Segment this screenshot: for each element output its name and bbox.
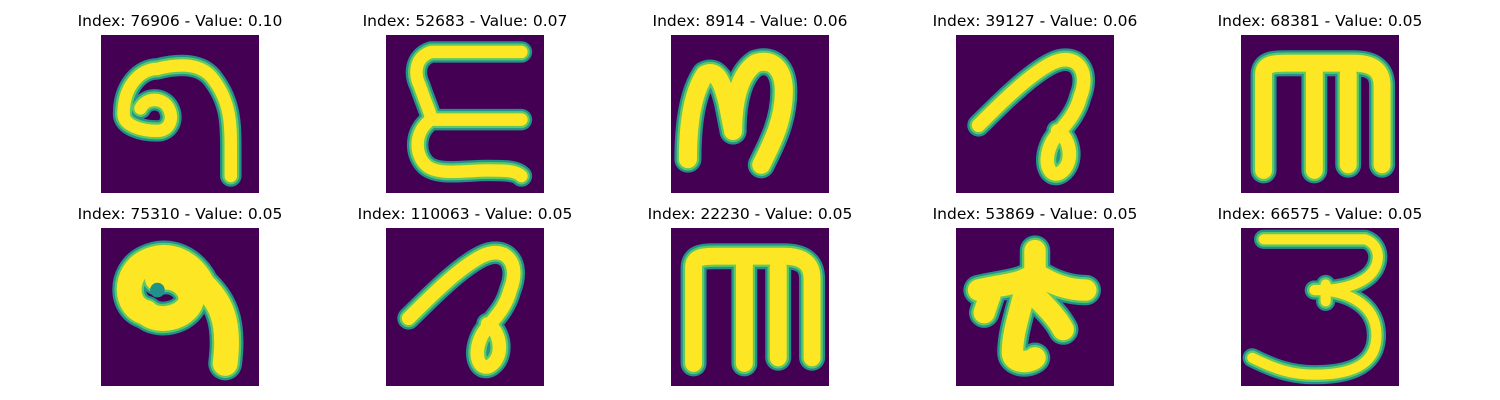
glyph-image (101, 35, 259, 193)
panel-8: Index: 22230 - Value: 0.05 (630, 204, 870, 386)
glyph-stroke (1024, 262, 1097, 301)
glyph-stroke (116, 245, 239, 376)
panel-9: Index: 53869 - Value: 0.05 (915, 204, 1155, 386)
panel-title: Index: 22230 - Value: 0.05 (647, 205, 853, 223)
glyph-image (101, 228, 259, 386)
panel-6: Index: 75310 - Value: 0.05 (60, 204, 300, 386)
glyph-stroke (117, 59, 237, 183)
glyph-image (671, 228, 829, 386)
glyph-stroke (973, 284, 1001, 324)
glyph-image (671, 35, 829, 193)
glyph-image (386, 228, 544, 386)
glyph-stroke (1001, 284, 1046, 373)
glyph-image (956, 228, 1114, 386)
panel-title: Index: 39127 - Value: 0.06 (932, 12, 1138, 30)
glyph-image (386, 35, 544, 193)
panel-title: Index: 68381 - Value: 0.05 (1217, 12, 1423, 30)
panel-title: Index: 110063 - Value: 0.05 (357, 205, 573, 223)
glyph-stroke (401, 245, 521, 374)
glyph-image (1241, 228, 1399, 386)
panel-2: Index: 52683 - Value: 0.07 (345, 11, 585, 193)
glyph-stroke (411, 113, 528, 183)
panel-title: Index: 75310 - Value: 0.05 (77, 205, 283, 223)
panel-5: Index: 68381 - Value: 0.05 (1200, 11, 1440, 193)
glyph-stroke (971, 52, 1091, 181)
panel-title: Index: 76906 - Value: 0.10 (77, 12, 283, 30)
glyph-spot (150, 282, 165, 298)
panel-1: Index: 76906 - Value: 0.10 (60, 11, 300, 193)
panel-title: Index: 8914 - Value: 0.06 (652, 12, 848, 30)
panel-7: Index: 110063 - Value: 0.05 (345, 204, 585, 386)
glyph-stroke (724, 52, 793, 174)
panel-title: Index: 53869 - Value: 0.05 (932, 205, 1138, 223)
glyph-stroke (1247, 284, 1382, 380)
glyph-stroke (410, 45, 528, 126)
panel-title: Index: 66575 - Value: 0.05 (1217, 205, 1423, 223)
glyph-stroke (117, 93, 178, 138)
panel-3: Index: 8914 - Value: 0.06 (630, 11, 870, 193)
glyph-stroke (1024, 284, 1074, 341)
panel-10: Index: 66575 - Value: 0.05 (1200, 204, 1440, 386)
glyph-image (956, 35, 1114, 193)
glyph-stroke (133, 265, 204, 331)
glyph-image (1241, 35, 1399, 193)
glyph-stroke (678, 64, 743, 169)
panel-4: Index: 39127 - Value: 0.06 (915, 11, 1155, 193)
panel-title: Index: 52683 - Value: 0.07 (362, 12, 568, 30)
